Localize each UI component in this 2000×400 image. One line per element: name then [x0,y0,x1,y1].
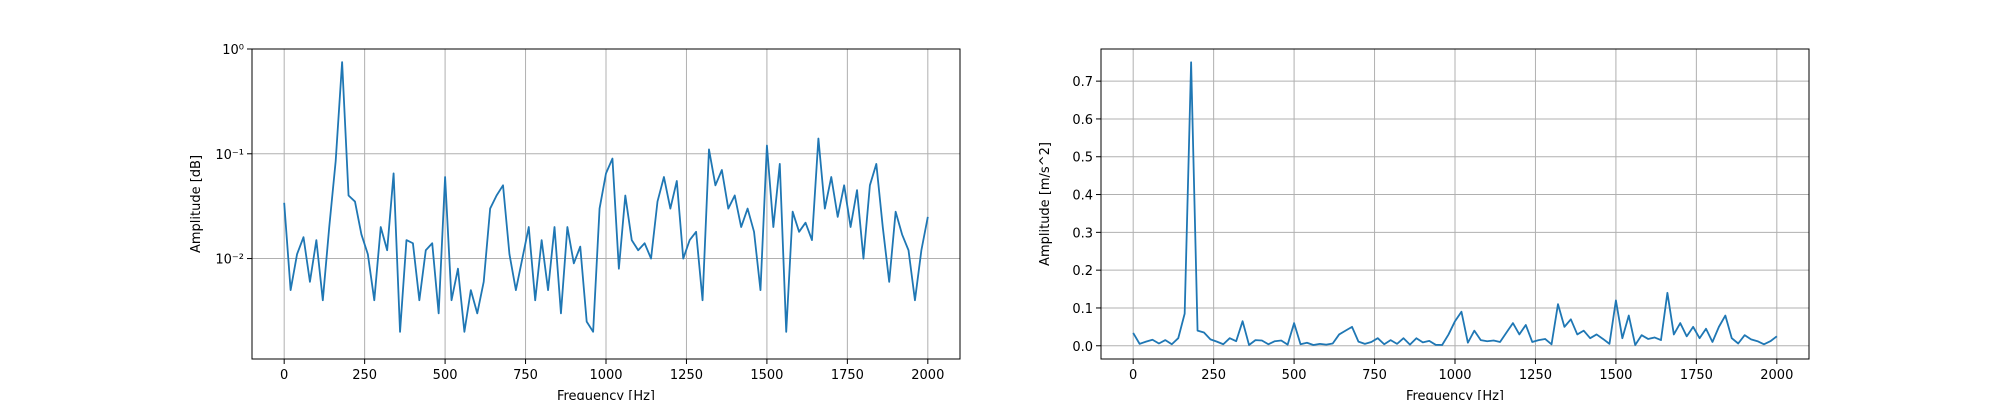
x-tick-label: 500 [1282,368,1307,383]
y-tick-label: 0.5 [1072,151,1093,166]
x-tick-label: 750 [1362,368,1387,383]
axes-frame [1100,48,1810,360]
y-tick-label: 0.2 [1072,264,1093,279]
y-tick-label: 0.4 [1072,189,1093,204]
x-tick-label: 0 [1129,368,1137,383]
x-tick-label: 1500 [750,368,783,383]
axes-frame [251,48,961,360]
x-tick-label: 1500 [1599,368,1632,383]
x-axis-label: Frequency [Hz] [1406,389,1504,400]
y-tick-label: 0.1 [1072,302,1093,317]
x-tick-label: 1250 [1519,368,1552,383]
y-tick-label: 10⁰ [222,43,244,58]
x-tick-label: 750 [513,368,538,383]
x-tick-label: 1000 [589,368,622,383]
data-line [283,61,929,333]
y-tick-label: 0.6 [1072,113,1093,128]
y-tick-label: 10⁻² [215,253,244,268]
x-tick-label: 1750 [1680,368,1713,383]
x-tick-label: 250 [1201,368,1226,383]
data-line [1132,61,1778,346]
x-tick-label: 2000 [1760,368,1793,383]
x-tick-label: 0 [280,368,288,383]
y-axis-label: Amplitude [dB] [189,155,204,253]
axes: 0 250 500 750 1000 1250 1500 1750 2000 0.0 0.1 0.2 0… [1038,48,1810,400]
y-tick-label: 0.7 [1072,75,1093,90]
x-tick-label: 2000 [911,368,944,383]
y-axis-label: Amplitude [m/s^2] [1038,142,1053,266]
x-axis-label: Frequency [Hz] [557,389,655,400]
x-tick-label: 1750 [831,368,864,383]
y-tick-label: 0.3 [1072,226,1093,241]
y-tick-label: 10⁻¹ [215,148,244,163]
x-tick-label: 250 [352,368,377,383]
x-tick-label: 1250 [670,368,703,383]
x-tick-label: 500 [433,368,458,383]
y-tick-label: 0.0 [1072,340,1093,355]
axes: 0 250 500 750 1000 1250 1500 1750 2000 10⁻² 10⁻¹ 10… [189,43,961,400]
x-tick-label: 1000 [1438,368,1471,383]
